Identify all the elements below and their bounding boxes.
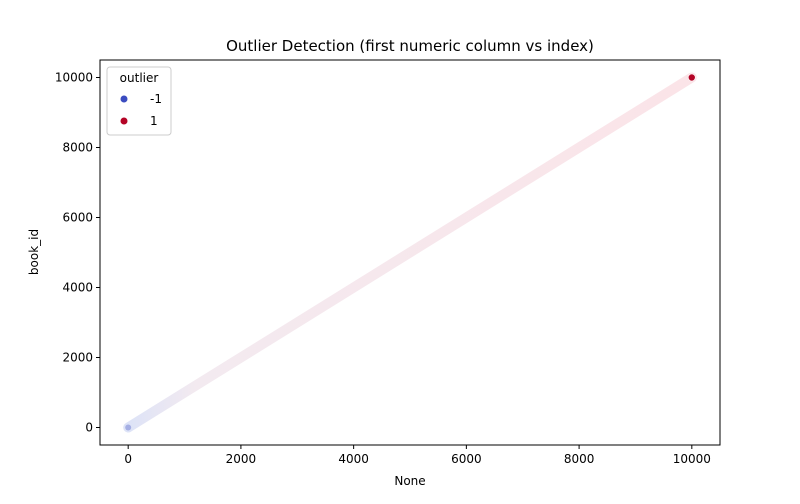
x-axis-label: None [394, 474, 425, 488]
chart-title: Outlier Detection (first numeric column … [226, 37, 594, 55]
x-axis-ticks: 0 2000 4000 6000 8000 10000 [124, 445, 711, 466]
density-band-layer [123, 72, 697, 433]
data-point-series-0-0 [125, 424, 132, 431]
x-tick-label-5: 10000 [673, 452, 711, 466]
y-tick-label-0: 0 [85, 421, 93, 435]
density-band-series-1 [123, 72, 697, 433]
x-tick-label-3: 6000 [451, 452, 482, 466]
x-tick-label-4: 8000 [564, 452, 595, 466]
legend-label-pos1: 1 [150, 114, 158, 128]
y-axis-label: book_id [27, 229, 41, 275]
legend: outlier -1 1 [106, 66, 172, 136]
y-tick-label-3: 6000 [62, 211, 93, 225]
x-tick-label-2: 4000 [338, 452, 369, 466]
x-tick-label-0: 0 [124, 452, 132, 466]
plot-area [99, 59, 721, 446]
y-tick-label-5: 10000 [55, 71, 93, 85]
axes-frame [99, 59, 721, 446]
y-axis-ticks: 0 2000 4000 6000 8000 10000 [55, 71, 100, 435]
y-tick-label-2: 4000 [62, 281, 93, 295]
legend-marker-neg1 [120, 95, 128, 103]
y-tick-label-4: 8000 [62, 141, 93, 155]
legend-marker-pos1 [120, 117, 128, 125]
legend-title: outlier [120, 71, 159, 85]
y-tick-label-1: 2000 [62, 351, 93, 365]
x-tick-label-1: 2000 [226, 452, 257, 466]
points-layer [125, 73, 696, 431]
data-point-series-1-0 [687, 73, 696, 82]
legend-label-neg1: -1 [150, 92, 162, 106]
